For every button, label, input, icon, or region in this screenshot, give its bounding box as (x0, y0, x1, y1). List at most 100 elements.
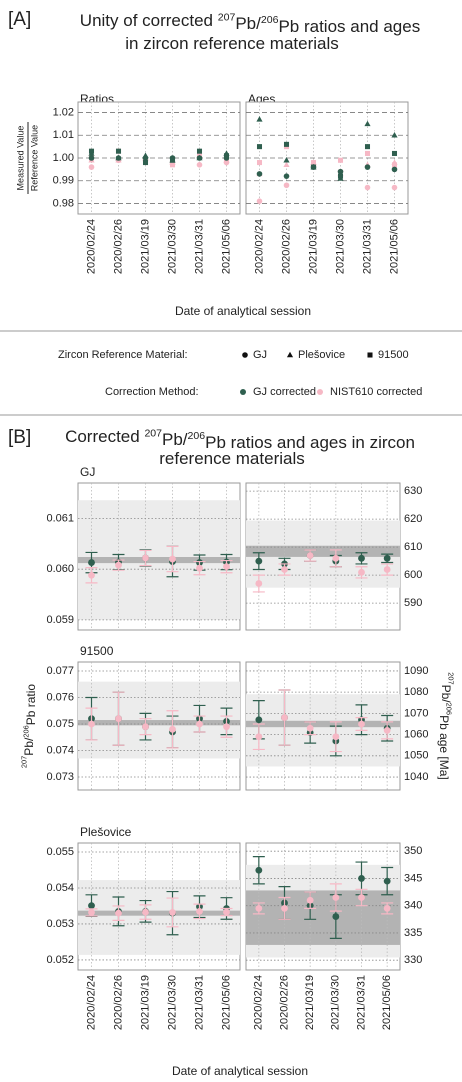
point (115, 715, 122, 723)
x-tick-label: 2020/02/24 (253, 219, 265, 274)
x-tick-label: 2020/02/24 (85, 975, 97, 1030)
y-tick-label: 0.060 (46, 563, 74, 575)
y-tick-label: 0.055 (46, 846, 74, 858)
x-tick-label: 2020/02/26 (280, 219, 292, 274)
point (364, 184, 371, 191)
x-tick-label: 2021/05/06 (381, 975, 393, 1030)
y-tick-label: 0.053 (46, 918, 74, 930)
y-tick-label: 0.052 (46, 954, 74, 966)
point (115, 561, 122, 569)
x-tick-label: 2020/02/24 (253, 975, 265, 1030)
y-tick-label: 0.061 (46, 512, 74, 524)
point (306, 896, 314, 904)
chart-title-part: Pb/ (235, 14, 261, 33)
point (242, 352, 248, 358)
point (88, 155, 95, 161)
y2-label: 207Pb/206Pb age [Ma] (437, 672, 456, 780)
legend-title: Zircon Reference Material: (58, 349, 188, 361)
point (283, 173, 290, 179)
point (281, 714, 288, 722)
point (383, 877, 391, 885)
y-label-part: Pb ratio (24, 684, 38, 726)
y2-label-part: Pb age [Ma] (437, 715, 451, 780)
point (196, 720, 203, 728)
x-tick-label: 2021/05/06 (220, 975, 232, 1030)
legend-label: Plešovice (298, 349, 345, 361)
point (391, 162, 398, 168)
point (358, 720, 365, 728)
point (88, 571, 95, 579)
chart-title: in zircon reference materials (125, 34, 339, 53)
point (391, 184, 398, 191)
y2-tick-label: 340 (404, 900, 422, 912)
reference-band (78, 720, 240, 726)
point (337, 173, 344, 179)
point (358, 894, 365, 901)
point (358, 875, 365, 882)
x-tick-label: 2021/05/06 (220, 219, 232, 274)
facet-title: GJ (80, 465, 95, 479)
point (169, 725, 176, 733)
point (332, 554, 340, 562)
x-tick-label: 2021/03/19 (139, 219, 151, 274)
point (391, 132, 398, 138)
y2-tick-label: 350 (404, 845, 422, 857)
y-tick-label: 0.074 (46, 744, 74, 756)
point (255, 866, 263, 874)
point (255, 905, 263, 912)
facet-title: 91500 (80, 644, 114, 658)
legend-label: NIST610 corrected (330, 386, 422, 398)
point (256, 171, 263, 177)
chart-title-part: 207 (218, 11, 236, 23)
x-tick-label: 2021/03/19 (304, 975, 316, 1030)
panel-label: [A] (8, 9, 31, 30)
point (196, 154, 203, 161)
point (88, 902, 95, 910)
y-label-part: Pb/ (22, 737, 36, 756)
point (383, 726, 391, 734)
point (196, 148, 203, 154)
chart-title-part: Unity of corrected (80, 11, 218, 30)
point (391, 166, 398, 173)
y2-tick-label: 600 (404, 569, 422, 581)
y-label: Measured Value (15, 126, 25, 191)
point (88, 909, 95, 916)
point (88, 148, 95, 154)
chart-title-part: 206 (261, 14, 279, 26)
point (256, 116, 263, 122)
y2-tick-label: 1070 (404, 707, 428, 719)
facet-title: Plešovice (80, 825, 132, 839)
legend-label: GJ (253, 349, 267, 361)
x-label: Date of analytical session (175, 304, 311, 318)
chart-title: reference materials (159, 449, 305, 468)
y-tick-label: 0.075 (46, 718, 74, 730)
point (306, 724, 314, 732)
point (306, 552, 314, 559)
chart-title-part: Pb ratios and ages in zircon (205, 433, 415, 452)
y2-tick-label: 330 (404, 954, 422, 966)
legend-title: Correction Method: (105, 386, 199, 398)
y2-tick-label: 630 (404, 485, 422, 497)
chart-title-part: in zircon reference materials (125, 34, 339, 53)
y-tick-label: 0.076 (46, 691, 74, 703)
point (88, 720, 95, 728)
point (196, 907, 203, 915)
point (383, 566, 391, 573)
point (255, 557, 263, 565)
point (256, 160, 263, 166)
point (383, 554, 391, 562)
point (88, 164, 95, 170)
legend-label: 91500 (378, 349, 409, 361)
point (142, 160, 149, 166)
chart-title-part: Pb ratios and ages (278, 17, 420, 36)
x-tick-label: 2021/03/30 (166, 219, 178, 274)
reference-band (78, 910, 240, 916)
point (169, 555, 176, 563)
y-label: Reference Value (29, 125, 39, 191)
point (255, 733, 263, 741)
y-tick-label: 0.073 (46, 771, 74, 783)
chart-title-part: Corrected (65, 427, 144, 446)
point (364, 120, 371, 127)
chart-title-part: 206 (188, 430, 206, 442)
x-tick-label: 2020/02/26 (112, 975, 124, 1030)
